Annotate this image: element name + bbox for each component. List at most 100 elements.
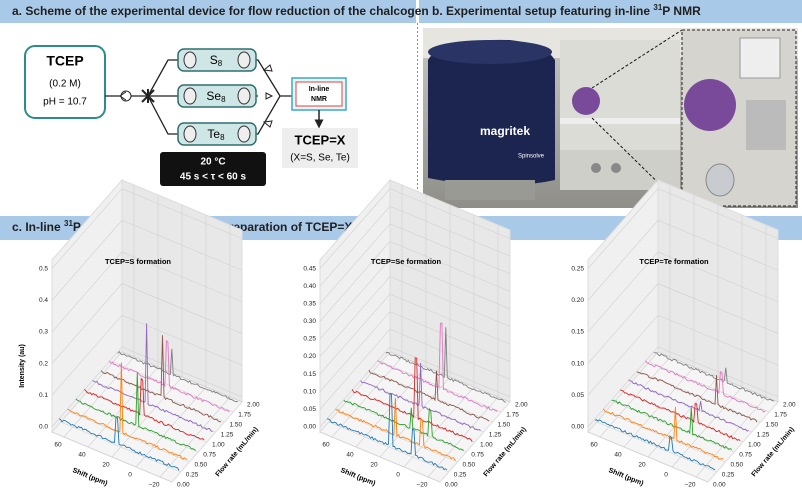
spectrum [594, 419, 716, 471]
z-tick-label: 0.10 [571, 360, 584, 367]
spectrum [360, 362, 481, 431]
y-tick-label: 0.75 [739, 452, 752, 459]
x-tick-label: 20 [638, 462, 646, 469]
x-axis-label: Shift (ppm) [339, 467, 376, 487]
spectrum [343, 399, 464, 451]
spectrum [83, 377, 205, 441]
grid-line [319, 258, 511, 340]
x-tick-label: 0 [396, 472, 400, 479]
z-tick-label: 0.05 [303, 406, 316, 413]
grid-line [319, 311, 511, 392]
z-tick-label: 0.3 [39, 329, 48, 336]
reagent-conc: (0.2 M) [49, 79, 81, 90]
spectrum [67, 362, 188, 460]
spectrum [628, 379, 749, 432]
spectrum [117, 348, 238, 403]
panel-title: a. Scheme of the experimental device for… [12, 4, 429, 18]
y-tick-label: 1.75 [506, 412, 519, 419]
spectrum [645, 360, 766, 413]
spectrum [620, 389, 741, 441]
grid-line [587, 188, 779, 269]
spectrum [603, 407, 724, 460]
superscript: 31 [653, 3, 662, 12]
grid-line [51, 283, 243, 364]
brand: magritek [480, 124, 530, 138]
plots: 0.0 0.1 0.2 0.3 0.4 0.5 60 40 20 0 −20 0.00 0.25 0.50… [19, 178, 796, 489]
photo: magritek Spinsolve [423, 28, 798, 208]
grid-line [319, 293, 511, 375]
header-bar [419, 0, 802, 23]
superscript: 31 [64, 219, 73, 228]
y-tick-label: 2.00 [783, 402, 796, 409]
spectrum [92, 323, 213, 433]
column [177, 122, 257, 146]
grid-line [328, 421, 449, 473]
header-bar [0, 0, 416, 23]
subscript: 8 [220, 133, 225, 142]
grid-line [121, 351, 243, 403]
spectrum [368, 369, 490, 422]
element: Te [207, 127, 220, 141]
z-tick-label: 0.10 [303, 388, 316, 395]
grid-line [51, 314, 243, 396]
y-tick-label: 0.25 [454, 472, 467, 479]
z-tick-label: 0.00 [303, 424, 316, 431]
y-tick-label: 1.25 [489, 432, 502, 439]
x-tick-label: 40 [346, 452, 354, 459]
pump-icon [119, 91, 127, 101]
column [177, 48, 257, 72]
plot-3d: 0.0 0.1 0.2 0.3 0.4 0.5 60 40 20 0 −20 0.00 0.25 0.50… [19, 178, 260, 489]
grid-line [319, 346, 511, 428]
x-tick-label: −20 [684, 482, 695, 489]
grid-line [60, 421, 181, 473]
grid-line [587, 314, 779, 396]
z-tick-label: 0.0 [39, 424, 48, 431]
column-label: S8 [210, 53, 223, 68]
x-tick-label: 0 [664, 472, 668, 479]
grid-line [86, 391, 208, 443]
x-tick-label: 60 [322, 442, 330, 449]
z-tick-label: 0.05 [571, 392, 584, 399]
grid-line [69, 411, 190, 463]
y-tick-label: 1.75 [238, 412, 251, 419]
y-tick-label: 1.25 [757, 432, 770, 439]
y-tick-label: 0.50 [463, 462, 476, 469]
grid-line [587, 219, 779, 301]
grid-line [319, 205, 511, 287]
model: Spinsolve [518, 154, 545, 160]
grid-line [337, 411, 458, 463]
grid-line [657, 351, 779, 403]
spectrum [335, 397, 456, 462]
nmr-label: NMR [311, 96, 327, 103]
spectrum [326, 393, 448, 470]
y-tick-label: 1.75 [774, 412, 787, 419]
grid-line [51, 219, 243, 301]
grid-line [587, 346, 779, 428]
y-tick-label: 0.75 [203, 452, 216, 459]
y-tick-label: 2.00 [247, 402, 260, 409]
check-valves [262, 64, 274, 128]
y-tick-label: 1.00 [748, 442, 761, 449]
x-tick-label: 20 [370, 462, 378, 469]
product-name: TCEP=X [295, 132, 346, 147]
z-tick-label: 0.1 [39, 392, 48, 399]
subscript: 8 [218, 59, 223, 68]
columns [177, 48, 257, 146]
nmr-inner [295, 81, 343, 107]
grid-line [51, 346, 243, 428]
column [177, 84, 257, 108]
plot-title: TCEP=Se formation [371, 257, 442, 266]
reagent-box [24, 45, 106, 119]
y-tick-label: 1.00 [480, 442, 493, 449]
y-tick-label: 0.00 [177, 482, 190, 489]
column-label: Se8 [206, 89, 226, 104]
x-tick-label: −20 [416, 482, 427, 489]
product-box [282, 128, 358, 168]
y-tick-label: 0.75 [471, 452, 484, 459]
reagent-ph: pH = 10.7 [43, 97, 87, 108]
x-tick-label: −20 [148, 482, 159, 489]
scheme: TCEP (0.2 M) pH = 10.7 S8 Se8 Te8 In-lin… [24, 45, 358, 186]
grid-line [51, 431, 173, 483]
z-tick-label: 0.00 [571, 424, 584, 431]
y-tick-label: 0.00 [713, 482, 726, 489]
